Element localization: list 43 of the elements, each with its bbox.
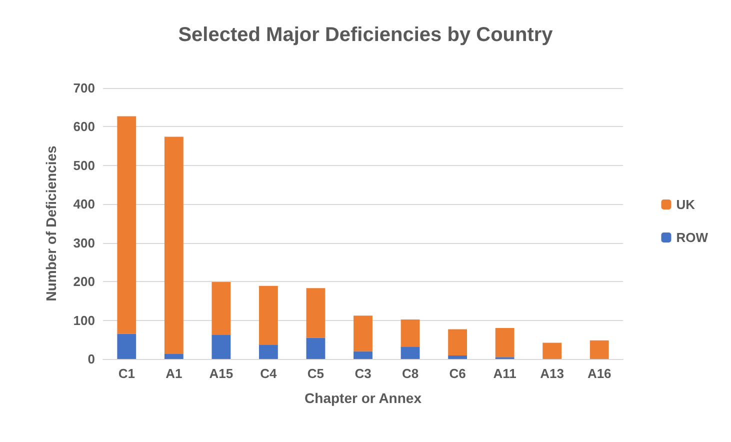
y-tick-label: 500 xyxy=(73,158,95,173)
y-tick-label: 300 xyxy=(73,235,95,250)
x-tick-label: C5 xyxy=(307,366,324,381)
y-tick-label: 600 xyxy=(73,119,95,134)
bar xyxy=(259,344,278,359)
x-tick-label: C8 xyxy=(402,366,419,381)
bar xyxy=(306,288,326,338)
bar xyxy=(495,328,514,358)
y-axis-title: Number of Deficiencies xyxy=(43,145,59,302)
bar xyxy=(354,316,372,352)
x-tick-label: A16 xyxy=(587,366,612,381)
bar xyxy=(117,116,136,334)
bar xyxy=(400,346,420,359)
bar xyxy=(448,356,467,359)
x-tick-label: C6 xyxy=(449,366,466,381)
bar xyxy=(542,342,562,359)
bar xyxy=(212,282,231,335)
bar xyxy=(117,334,136,359)
bar xyxy=(306,338,326,359)
bar xyxy=(212,334,231,359)
y-tick-label: 200 xyxy=(73,274,95,290)
y-tick-label: 400 xyxy=(73,196,95,212)
bar xyxy=(259,286,278,345)
bar xyxy=(590,340,609,359)
y-tick-label: 0 xyxy=(88,352,95,366)
bar xyxy=(448,329,467,356)
x-tick-label: A1 xyxy=(166,366,182,381)
x-tick-label: A11 xyxy=(493,366,516,381)
bar xyxy=(354,351,372,359)
x-tick-label: C3 xyxy=(354,366,372,381)
x-tick-label: A13 xyxy=(540,366,564,381)
bar xyxy=(164,136,184,354)
chart-title: Selected Major Deficiencies by Country xyxy=(178,24,554,46)
y-tick-label: 700 xyxy=(73,80,95,96)
y-tick-label: 100 xyxy=(73,312,95,328)
x-tick-label: A15 xyxy=(209,366,234,381)
bar xyxy=(400,320,420,347)
x-axis-title: Chapter or Annex xyxy=(304,390,422,406)
legend-label: UK xyxy=(676,197,696,212)
x-tick-label: C1 xyxy=(118,366,135,381)
legend-label: ROW xyxy=(676,230,709,245)
x-tick-label: C4 xyxy=(260,366,278,381)
bar xyxy=(164,354,184,359)
